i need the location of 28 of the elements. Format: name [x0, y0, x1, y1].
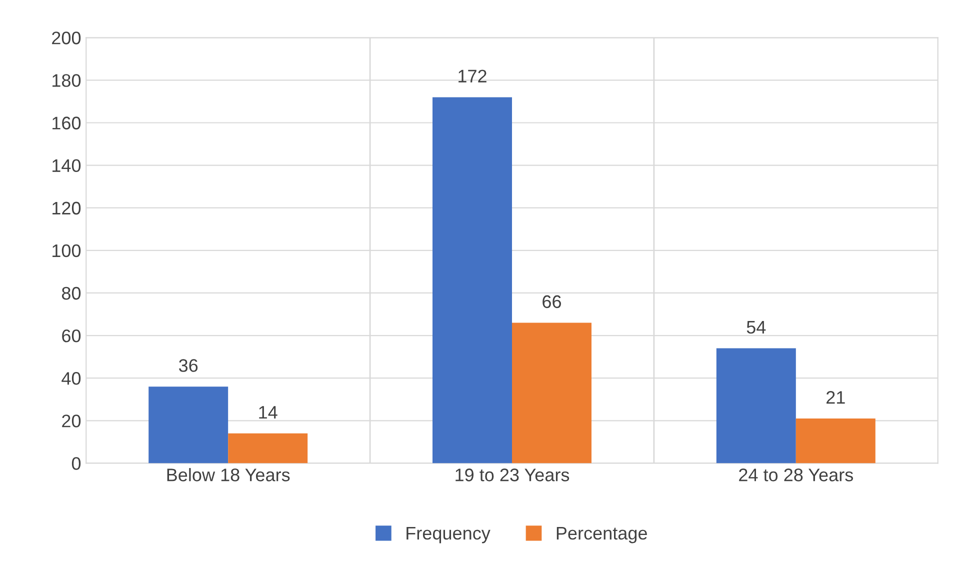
data-label: 172 — [458, 70, 486, 82]
x-tick-label: 24 to 28 Years — [739, 468, 853, 482]
y-tick-label: 20 — [62, 414, 81, 428]
y-tick-label: 140 — [52, 159, 81, 172]
x-tick-label: 19 to 23 Years — [456, 468, 570, 482]
data-label: 54 — [746, 321, 766, 334]
legend-label: Frequency — [406, 527, 490, 544]
y-tick-label: 120 — [52, 202, 81, 215]
y-tick-label: 80 — [62, 286, 81, 300]
bar — [148, 386, 228, 464]
y-tick-label: 0 — [72, 457, 81, 470]
data-label: 66 — [542, 295, 561, 308]
bar — [228, 433, 308, 464]
legend-label: Percentage — [556, 527, 647, 544]
y-tick-label: 100 — [52, 244, 81, 258]
bar — [512, 322, 592, 464]
y-tick-label: 160 — [52, 116, 81, 130]
data-label: 14 — [259, 406, 278, 419]
x-tick-label: Below 18 Years — [167, 468, 290, 482]
y-tick-label: 200 — [52, 32, 81, 44]
y-tick-label: 60 — [62, 329, 81, 342]
y-tick-label: 180 — [52, 74, 81, 87]
bar — [432, 97, 512, 464]
bar — [716, 348, 796, 464]
y-tick-label: 40 — [62, 372, 81, 385]
data-label: 21 — [826, 391, 845, 404]
bar — [796, 418, 876, 464]
data-label: 36 — [178, 359, 198, 372]
